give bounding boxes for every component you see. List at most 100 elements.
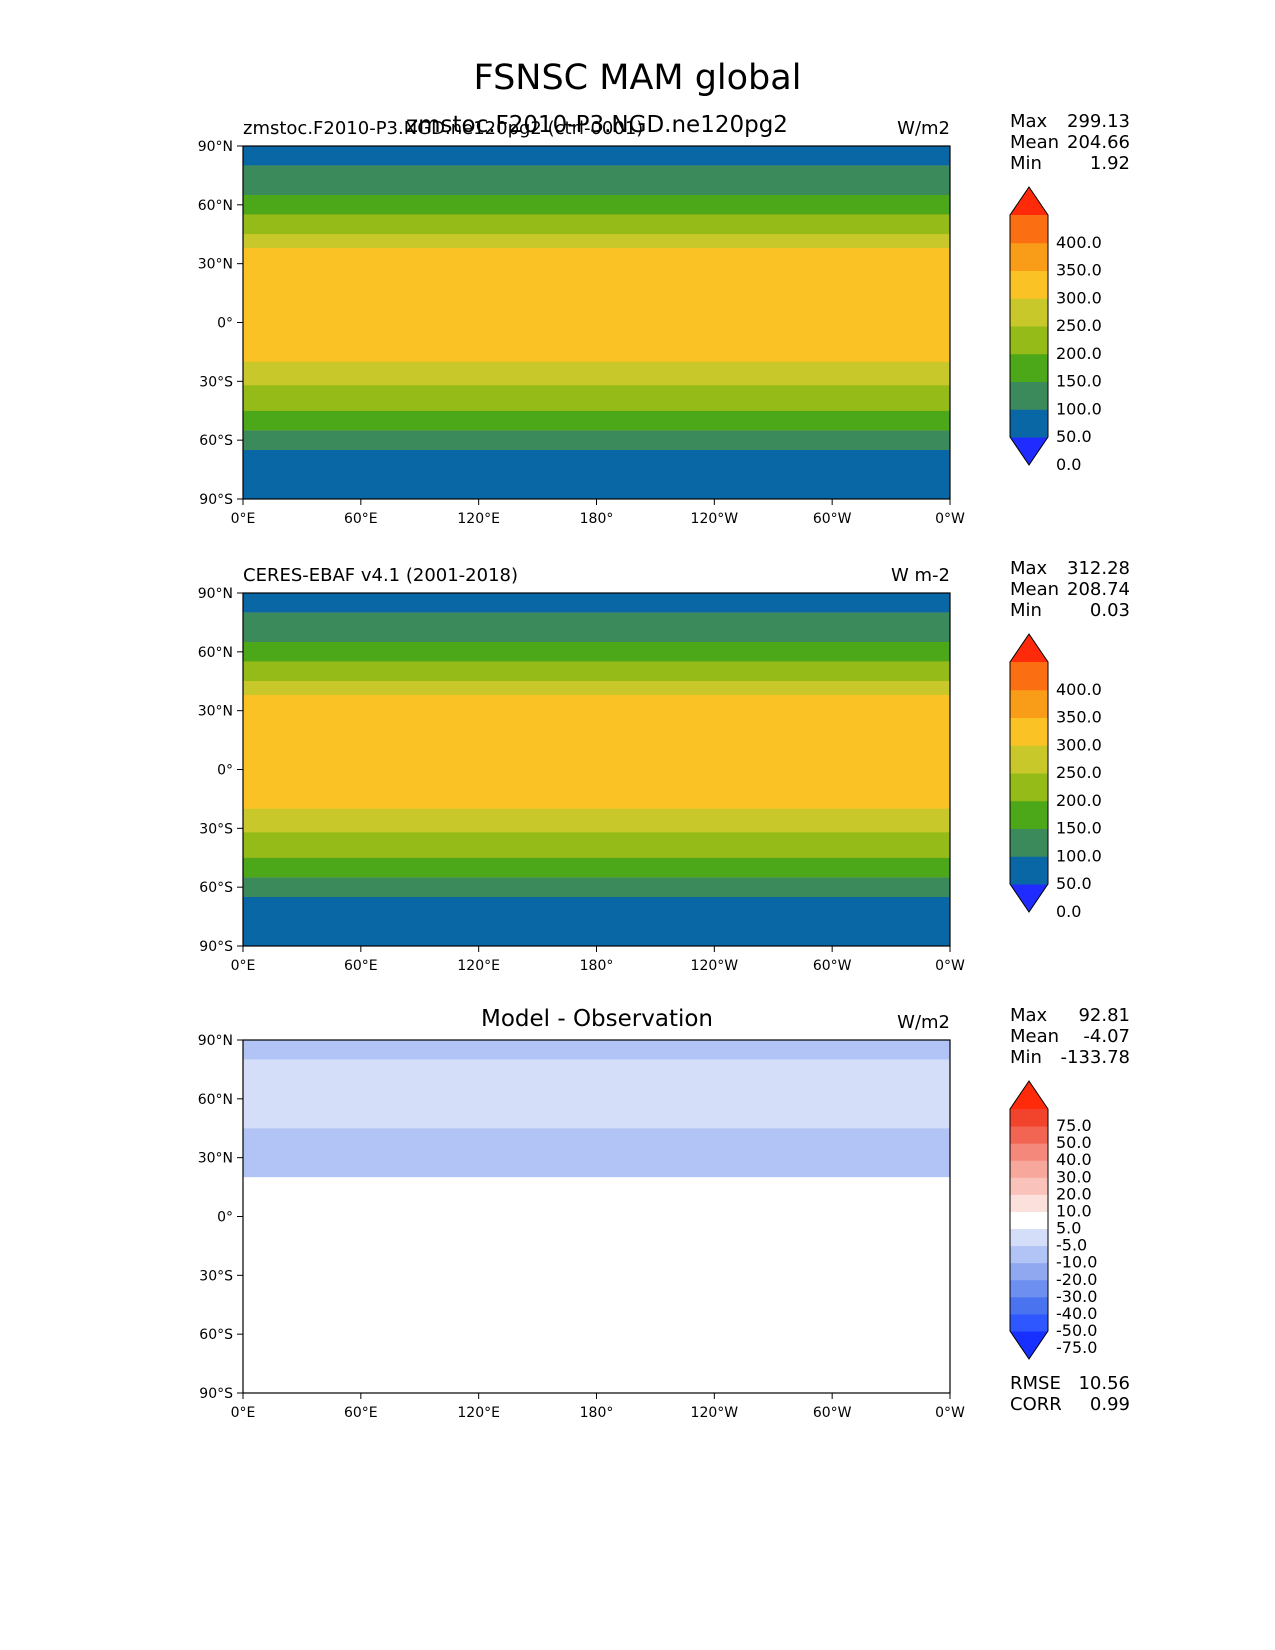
panel-3-min: -133.78 <box>1060 1047 1130 1068</box>
colorbar-segment <box>1010 1245 1048 1264</box>
panel-1-map: 0°E 60°E 120°E 180° 120°W 60°W 0°W 90°N 60°N 30°N… <box>198 139 965 527</box>
colorbar-tick-label: 0.0 <box>1056 902 1081 919</box>
y-tick-label: 90°S <box>199 1386 233 1402</box>
colorbar-segment <box>1010 1211 1048 1230</box>
y-tick-label: 30°N <box>198 1151 233 1167</box>
lat-band <box>243 681 950 695</box>
colorbar-segment <box>1010 326 1048 355</box>
x-tick-label: 60°E <box>344 511 378 527</box>
colorbar-tick-label: 200.0 <box>1056 791 1102 810</box>
panel-2-min-label: Min <box>1010 600 1042 621</box>
colorbar-tick-label: 50.0 <box>1056 1133 1092 1152</box>
colorbar-tick-label: 400.0 <box>1056 233 1102 252</box>
y-tick-label: 90°S <box>199 492 233 508</box>
colorbar-tick-label: 5.0 <box>1056 1219 1081 1238</box>
colorbar-tick-label: 10.0 <box>1056 1201 1092 1220</box>
panel-2-min: 0.03 <box>1089 600 1130 621</box>
colorbar-tick-label: 250.0 <box>1056 763 1102 782</box>
colorbar-segment <box>1010 298 1048 327</box>
y-tick-label: 0° <box>217 316 233 332</box>
colorbar-extend-max <box>1010 187 1048 215</box>
y-tick-label: 90°N <box>198 586 233 602</box>
panel-1-center-title: zmstoc.F2010-P3.NGD.ne120pg2 <box>406 112 788 138</box>
colorbar-tick-label: 0.0 <box>1056 455 1081 472</box>
x-tick-label: 60°W <box>813 958 852 974</box>
lat-band <box>243 877 950 897</box>
panel-3-max-label: Max <box>1010 1005 1048 1026</box>
lat-band <box>243 165 950 196</box>
colorbar-segment <box>1010 242 1048 271</box>
colorbar-tick-label: 75.0 <box>1056 1116 1092 1135</box>
lat-band <box>243 1059 950 1129</box>
colorbar-tick-label: 300.0 <box>1056 288 1102 307</box>
x-tick-label: 0°E <box>231 1405 256 1421</box>
colorbar-segment <box>1010 1262 1048 1281</box>
colorbar-tick-label: -30.0 <box>1056 1287 1097 1306</box>
panel-3-colorbar: 75.050.040.030.020.010.05.0-5.0-10.0-20.… <box>1009 1080 1097 1360</box>
colorbar-segment <box>1010 773 1048 802</box>
colorbar-tick-label: -75.0 <box>1056 1338 1097 1357</box>
colorbar-segment <box>1010 1279 1048 1298</box>
panel-2-max: 312.28 <box>1067 558 1130 579</box>
x-tick-label: 60°E <box>344 958 378 974</box>
x-tick-label: 180° <box>580 511 614 527</box>
x-tick-label: 0°W <box>935 1405 965 1421</box>
y-tick-label: 60°N <box>198 1092 233 1108</box>
colorbar-tick-label: 400.0 <box>1056 680 1102 699</box>
panel-2-map: 0°E 60°E 120°E 180° 120°W 60°W 0°W 90°N 60°N 30°N… <box>198 586 965 974</box>
x-tick-label: 120°E <box>457 511 500 527</box>
colorbar-tick-label: 250.0 <box>1056 316 1102 335</box>
panel-1-mean-label: Mean <box>1010 132 1060 153</box>
colorbar-segment <box>1010 1126 1048 1144</box>
colorbar-segment <box>1010 1194 1048 1212</box>
colorbar-segment <box>1010 689 1048 718</box>
x-tick-label: 120°E <box>457 1405 500 1421</box>
colorbar-segment <box>1010 270 1048 299</box>
colorbar-segment <box>1010 381 1048 410</box>
colorbar-segment <box>1010 745 1048 774</box>
colorbar-tick-label: -10.0 <box>1056 1253 1097 1272</box>
x-tick-label: 120°E <box>457 958 500 974</box>
x-tick-label: 60°E <box>344 1405 378 1421</box>
colorbar-tick-label: 200.0 <box>1056 344 1102 363</box>
x-tick-label: 180° <box>580 1405 614 1421</box>
y-tick-label: 90°N <box>198 139 233 155</box>
x-tick-label: 0°W <box>935 958 965 974</box>
colorbar-segment <box>1010 800 1048 829</box>
y-tick-label: 30°S <box>199 1268 233 1284</box>
panel-2-units: W m-2 <box>890 565 950 586</box>
panel-3-units: W/m2 <box>897 1012 950 1033</box>
x-tick-label: 120°W <box>691 958 739 974</box>
lat-band <box>243 361 950 386</box>
colorbar-tick-label: -5.0 <box>1056 1236 1087 1255</box>
y-tick-label: 60°N <box>198 198 233 214</box>
lat-band <box>243 449 950 499</box>
colorbar-tick-label: 100.0 <box>1056 399 1102 418</box>
y-tick-label: 60°S <box>199 433 233 449</box>
y-tick-label: 0° <box>217 763 233 779</box>
colorbar-tick-label: -40.0 <box>1056 1304 1097 1323</box>
panel-1-min: 1.92 <box>1089 153 1130 174</box>
x-tick-label: 60°W <box>813 1405 852 1421</box>
x-tick-label: 0°E <box>231 511 256 527</box>
panel-3-rmse: 10.56 <box>1078 1373 1130 1394</box>
colorbar-tick-label: 40.0 <box>1056 1150 1092 1169</box>
panel-1-mean: 204.66 <box>1067 132 1130 153</box>
lat-band <box>243 214 950 235</box>
colorbar-tick-label: -50.0 <box>1056 1321 1097 1340</box>
x-tick-label: 120°W <box>691 511 739 527</box>
lat-band <box>243 410 950 431</box>
colorbar-segment <box>1010 215 1048 244</box>
lat-band <box>243 896 950 946</box>
x-tick-label: 0°W <box>935 511 965 527</box>
colorbar-segment <box>1010 1228 1048 1247</box>
y-tick-label: 30°S <box>199 374 233 390</box>
colorbar-extend-max <box>1010 634 1048 662</box>
panel-3-corr-label: CORR <box>1010 1394 1062 1415</box>
panel-3-mean: -4.07 <box>1083 1026 1130 1047</box>
colorbar-tick-label: 150.0 <box>1056 819 1102 838</box>
panel-1-max: 299.13 <box>1067 111 1130 132</box>
panel-1-units: W/m2 <box>897 118 950 139</box>
lat-band <box>243 857 950 878</box>
lat-band <box>243 1040 950 1060</box>
